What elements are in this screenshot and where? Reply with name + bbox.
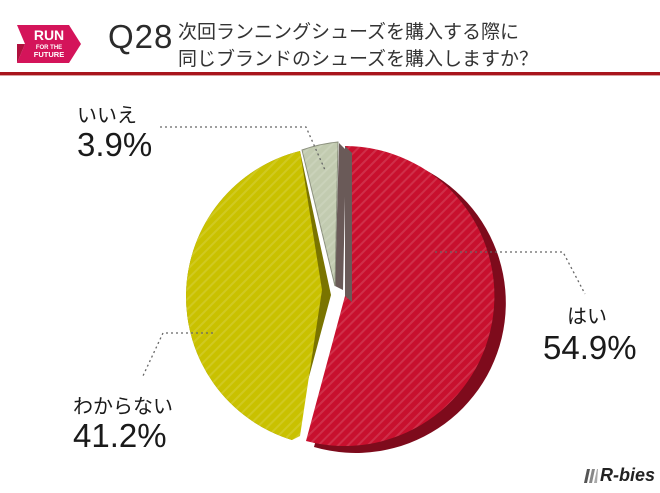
svg-text:FUTURE: FUTURE <box>34 50 64 59</box>
leader-line-no <box>160 126 326 171</box>
pie-slice-no <box>301 141 346 290</box>
label-no: いいえ 3.9% <box>77 103 152 163</box>
run-for-the-future-logo: RUN FOR THE FUTURE <box>17 25 81 63</box>
question-line-2: 同じブランドのシューズを購入しますか？ <box>178 48 539 70</box>
question-number: Q28 <box>108 18 174 55</box>
header-divider <box>0 72 660 75</box>
svg-text:RUN: RUN <box>34 27 64 43</box>
label-unknown: わからない 41.2% <box>73 394 173 454</box>
label-unknown-name: わからない <box>73 394 173 418</box>
pie-slice-yes <box>306 146 506 453</box>
label-unknown-pct: 41.2% <box>73 417 167 454</box>
label-yes-pct: 54.9% <box>543 329 637 366</box>
label-yes-pct-wrap: 54.9% <box>543 330 637 366</box>
question-line-1: 次回ランニングシューズを購入する際に <box>178 21 520 43</box>
pie-slice-unknown <box>186 151 331 440</box>
svg-text:FOR THE: FOR THE <box>36 45 62 51</box>
label-yes-name: はい <box>567 304 607 328</box>
brand-name: R-bies <box>600 465 656 485</box>
label-no-pct: 3.9% <box>77 126 153 163</box>
leader-line-unknown <box>141 332 213 379</box>
r-bies-logo-icon <box>584 469 598 483</box>
label-yes: はい <box>567 304 607 328</box>
header-divider-shadow <box>0 75 660 76</box>
label-no-name: いいえ <box>77 103 137 127</box>
question-text: 次回ランニングシューズを購入する際に 同じブランドのシューズを購入しますか？ <box>178 19 538 73</box>
